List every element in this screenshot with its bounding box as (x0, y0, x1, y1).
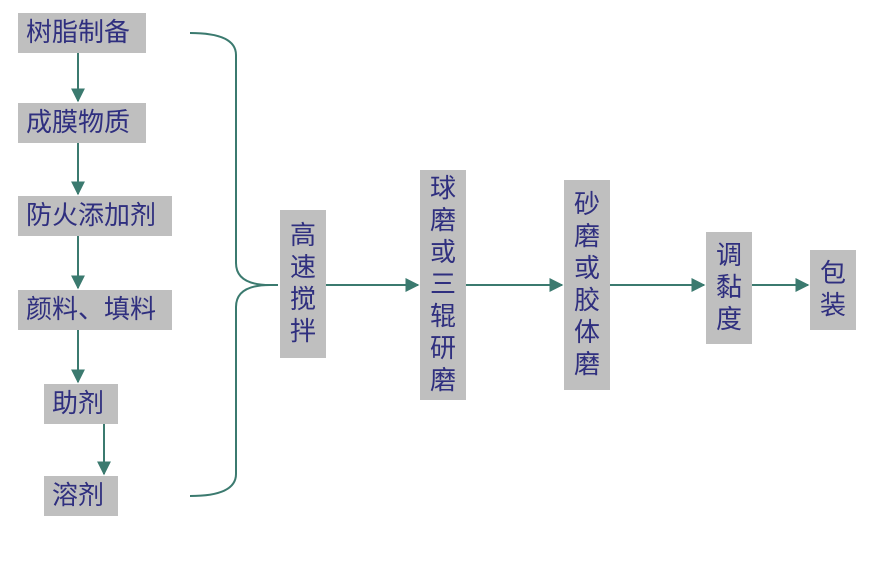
node-n3: 防火添加剂 (18, 196, 172, 236)
node-label: 树脂制备 (26, 18, 130, 47)
node-n9: 砂磨或胶体磨 (564, 180, 610, 390)
node-n1: 树脂制备 (18, 13, 146, 53)
node-label: 颜料、填料 (26, 295, 156, 324)
node-label: 球磨或三辊研磨 (430, 174, 456, 395)
node-n11: 包装 (810, 250, 856, 330)
node-n5: 助剂 (44, 384, 118, 424)
brace-connector (190, 33, 270, 496)
nodes-layer: 树脂制备成膜物质防火添加剂颜料、填料助剂溶剂 高速搅拌 球磨或三辊研磨 砂磨或胶体磨 调… (18, 13, 856, 516)
node-n7: 高速搅拌 (280, 210, 326, 358)
node-label: 防火添加剂 (26, 201, 156, 230)
node-n4: 颜料、填料 (18, 290, 172, 330)
node-label: 成膜物质 (26, 108, 130, 137)
node-label: 助剂 (52, 389, 104, 418)
node-label: 调黏度 (716, 241, 742, 334)
node-label: 溶剂 (52, 481, 104, 510)
node-n2: 成膜物质 (18, 103, 146, 143)
node-n8: 球磨或三辊研磨 (420, 170, 466, 400)
flowchart-canvas: 树脂制备成膜物质防火添加剂颜料、填料助剂溶剂 高速搅拌 球磨或三辊研磨 砂磨或胶体磨 调… (0, 0, 887, 573)
node-n10: 调黏度 (706, 232, 752, 344)
node-n6: 溶剂 (44, 476, 118, 516)
